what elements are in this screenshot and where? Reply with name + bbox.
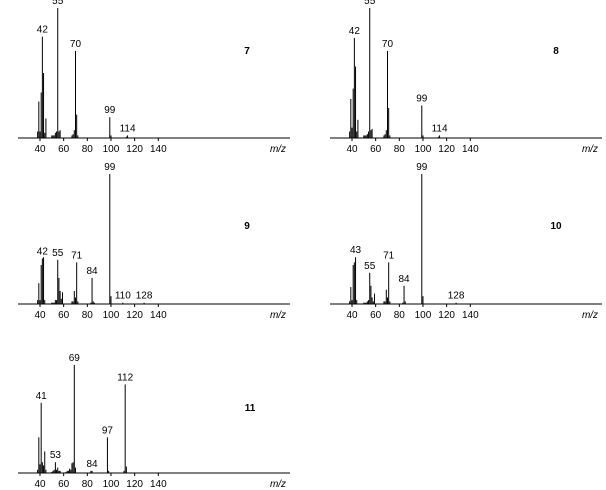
x-tick-label: 60 — [58, 479, 70, 490]
peak-label: 42 — [37, 247, 49, 258]
peak-label: 53 — [50, 450, 62, 461]
peak-label: 55 — [364, 261, 376, 272]
compound-label: 10 — [550, 221, 562, 232]
peak-label: 55 — [52, 248, 64, 259]
x-tick-label: 100 — [103, 310, 120, 321]
x-tick-label: 100 — [103, 144, 120, 155]
peak-label: 99 — [104, 105, 116, 116]
peak-label: 128 — [136, 291, 153, 302]
peak-label: 55 — [364, 0, 376, 7]
x-tick-label: 100 — [415, 310, 432, 321]
peak-label: 114 — [432, 123, 448, 134]
peak-label: 84 — [86, 459, 98, 470]
x-tick-label: 60 — [58, 310, 70, 321]
x-tick-label: 60 — [370, 144, 382, 155]
x-tick-label: 140 — [462, 310, 479, 321]
x-tick-label: 120 — [438, 310, 455, 321]
x-tick-label: 40 — [346, 310, 358, 321]
x-tick-label: 40 — [346, 144, 358, 155]
peak-label: 84 — [398, 274, 410, 285]
peak-label: 41 — [36, 391, 48, 402]
peak-label: 69 — [69, 353, 81, 364]
x-tick-label: 40 — [34, 144, 46, 155]
spectrum-panel-7: 40 60 80 100 120 140 m/z 42 55 70 99 114 7 — [18, 0, 290, 155]
x-tick-label: 120 — [438, 144, 455, 155]
x-tick-label: 100 — [103, 479, 120, 490]
x-axis-unit: m/z — [582, 310, 598, 321]
x-tick-label: 80 — [394, 310, 406, 321]
peak-label: 97 — [102, 425, 114, 436]
x-tick-label: 80 — [82, 479, 94, 490]
peak-label: 71 — [383, 250, 395, 261]
x-tick-label: 80 — [394, 144, 406, 155]
peak-label: 70 — [382, 39, 394, 50]
peak-label: 43 — [350, 245, 362, 256]
spectrum-panel-8: 40 60 80 100 120 140 m/z 42 55 70 99 114 8 — [330, 0, 602, 155]
x-tick-label: 120 — [126, 144, 143, 155]
peak-label: 99 — [416, 162, 428, 173]
x-tick-label: 60 — [58, 144, 70, 155]
spectrum-panel-11: 40 60 80 100 120 140 m/z 41 53 69 84 97 112 11 — [18, 353, 290, 490]
compound-label: 8 — [553, 46, 559, 57]
x-tick-label: 40 — [34, 310, 46, 321]
x-tick-label: 140 — [150, 479, 167, 490]
x-tick-label: 80 — [82, 310, 94, 321]
x-tick-label: 120 — [126, 479, 143, 490]
x-tick-label: 100 — [415, 144, 432, 155]
x-axis-unit: m/z — [270, 310, 286, 321]
peak-label: 71 — [71, 250, 83, 261]
x-axis-unit: m/z — [270, 479, 286, 490]
x-axis-unit: m/z — [582, 144, 598, 155]
peak-label: 128 — [448, 291, 465, 302]
x-tick-label: 40 — [34, 479, 46, 490]
peak-label: 99 — [416, 94, 428, 105]
compound-label: 11 — [245, 403, 256, 414]
peak-label: 110 — [115, 291, 131, 302]
compound-label: 7 — [244, 46, 250, 57]
x-tick-label: 140 — [150, 310, 167, 321]
peak-label: 55 — [52, 0, 64, 7]
x-tick-label: 80 — [82, 144, 94, 155]
x-tick-label: 60 — [370, 310, 382, 321]
peak-label: 84 — [86, 266, 98, 277]
peak-label: 99 — [104, 162, 116, 173]
peak-label: 70 — [70, 39, 82, 50]
compound-label: 9 — [244, 221, 250, 232]
x-tick-label: 140 — [462, 144, 479, 155]
peak-label: 114 — [120, 123, 136, 134]
x-tick-label: 140 — [150, 144, 167, 155]
x-axis-unit: m/z — [270, 144, 286, 155]
peak-label: 42 — [349, 26, 361, 37]
x-tick-label: 120 — [126, 310, 143, 321]
peak-label: 112 — [117, 372, 133, 383]
peak-label: 42 — [37, 25, 49, 36]
